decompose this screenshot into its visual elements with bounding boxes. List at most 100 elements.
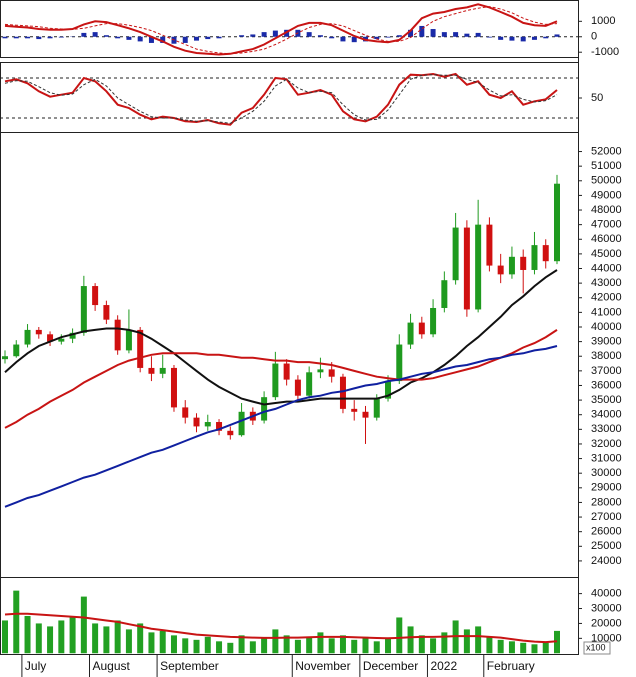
histogram-bar xyxy=(329,36,335,39)
volume-bar xyxy=(294,639,301,654)
candle-body xyxy=(272,363,279,398)
histogram-bar xyxy=(25,36,31,39)
histogram-bar xyxy=(261,32,267,37)
y-tick-label: 42000 xyxy=(591,292,622,304)
candle-body xyxy=(125,329,132,351)
histogram-bar xyxy=(284,29,290,37)
histogram-bar xyxy=(92,32,98,37)
candle-body xyxy=(531,245,538,270)
histogram-bar xyxy=(498,36,504,40)
volume-bar xyxy=(216,641,223,654)
y-tick-label: 41000 xyxy=(591,306,622,318)
histogram-bar xyxy=(182,36,188,43)
candle-body xyxy=(182,407,189,418)
y-tick-label: 46000 xyxy=(591,233,622,245)
volume-bar xyxy=(137,623,144,654)
volume-bar xyxy=(261,638,268,654)
histogram-bar xyxy=(475,32,481,37)
indicator-line xyxy=(4,74,558,124)
volume-bar xyxy=(497,639,504,654)
candle-body xyxy=(103,305,110,320)
candle-body xyxy=(339,376,346,409)
candle-body xyxy=(407,322,414,345)
y-tick-label: 43000 xyxy=(591,277,622,289)
candle-body xyxy=(69,332,76,339)
histogram-bar xyxy=(126,36,132,40)
histogram-bar xyxy=(317,35,323,37)
y-tick-label: 51000 xyxy=(591,160,622,172)
candle-body xyxy=(418,322,425,335)
volume-bar xyxy=(407,626,414,654)
y-tick-label: -1000 xyxy=(591,46,619,58)
volume-bar xyxy=(373,641,380,654)
y-tick-label: 1000 xyxy=(591,15,615,27)
y-tick-label: 48000 xyxy=(591,204,622,216)
y-tick-label: 40000 xyxy=(591,588,622,600)
candle-body xyxy=(227,430,234,436)
volume-bar xyxy=(531,644,538,654)
volume-bar xyxy=(283,635,290,654)
y-tick-label: 25000 xyxy=(591,540,622,552)
candle-body xyxy=(159,367,166,374)
x-tick-label: December xyxy=(363,659,418,673)
volume-bar xyxy=(69,617,76,654)
histogram-bar xyxy=(148,36,154,43)
candle-body xyxy=(2,356,8,360)
x-tick-label: July xyxy=(25,659,46,673)
volume-bar xyxy=(351,639,358,654)
candle-body xyxy=(373,398,380,418)
histogram-bar xyxy=(194,36,200,41)
x-tick-label: November xyxy=(295,659,350,673)
y-tick-label: 44000 xyxy=(591,262,622,274)
volume-bar xyxy=(317,632,324,654)
candle-body xyxy=(47,334,54,342)
histogram-bar xyxy=(351,36,357,43)
volume-bar xyxy=(418,635,425,654)
histogram-bar xyxy=(306,32,312,37)
histogram-bar xyxy=(13,36,19,39)
x-tick-label: September xyxy=(160,659,219,673)
y-tick-label: 33000 xyxy=(591,423,622,435)
candle-body xyxy=(193,417,200,427)
y-tick-label: 50 xyxy=(591,92,603,104)
volume-bar xyxy=(542,642,549,654)
histogram-bar xyxy=(374,36,380,40)
indicator-line xyxy=(4,329,558,429)
y-tick-label: 24000 xyxy=(591,555,622,567)
candle-body xyxy=(80,286,87,333)
volume-bar xyxy=(272,629,279,654)
volume-bar xyxy=(328,638,335,654)
candle-body xyxy=(137,329,144,368)
y-tick-label: 26000 xyxy=(591,526,622,538)
histogram-bar xyxy=(520,36,526,42)
y-tick-label: 20000 xyxy=(591,617,622,629)
candle-body xyxy=(317,369,324,373)
histogram-bar xyxy=(408,29,414,37)
y-tick-label: 38000 xyxy=(591,350,622,362)
volume-bar xyxy=(114,620,121,654)
y-tick-label: 47000 xyxy=(591,219,622,231)
histogram-bar xyxy=(531,36,537,40)
volume-bar xyxy=(13,590,20,654)
y-tick-label: 10000 xyxy=(591,632,622,644)
x-tick-label: February xyxy=(487,659,535,673)
candle-body xyxy=(452,227,459,281)
volume-bar xyxy=(159,630,166,654)
y-tick-label: 50000 xyxy=(591,175,622,187)
volume-bar xyxy=(92,623,99,654)
y-tick-label: 52000 xyxy=(591,145,622,157)
candle-body xyxy=(520,256,527,270)
volume-bar xyxy=(227,642,234,654)
candle-body xyxy=(13,344,20,357)
candle-body xyxy=(294,379,301,396)
indicator-line xyxy=(4,269,558,406)
y-tick-label: 39000 xyxy=(591,336,622,348)
volume-bar xyxy=(2,620,8,654)
candle-body xyxy=(58,338,65,342)
histogram-bar xyxy=(58,36,64,38)
candle-body xyxy=(283,363,290,380)
volume-bar xyxy=(80,596,87,654)
candle-body xyxy=(486,224,493,266)
histogram-bar xyxy=(430,29,436,37)
